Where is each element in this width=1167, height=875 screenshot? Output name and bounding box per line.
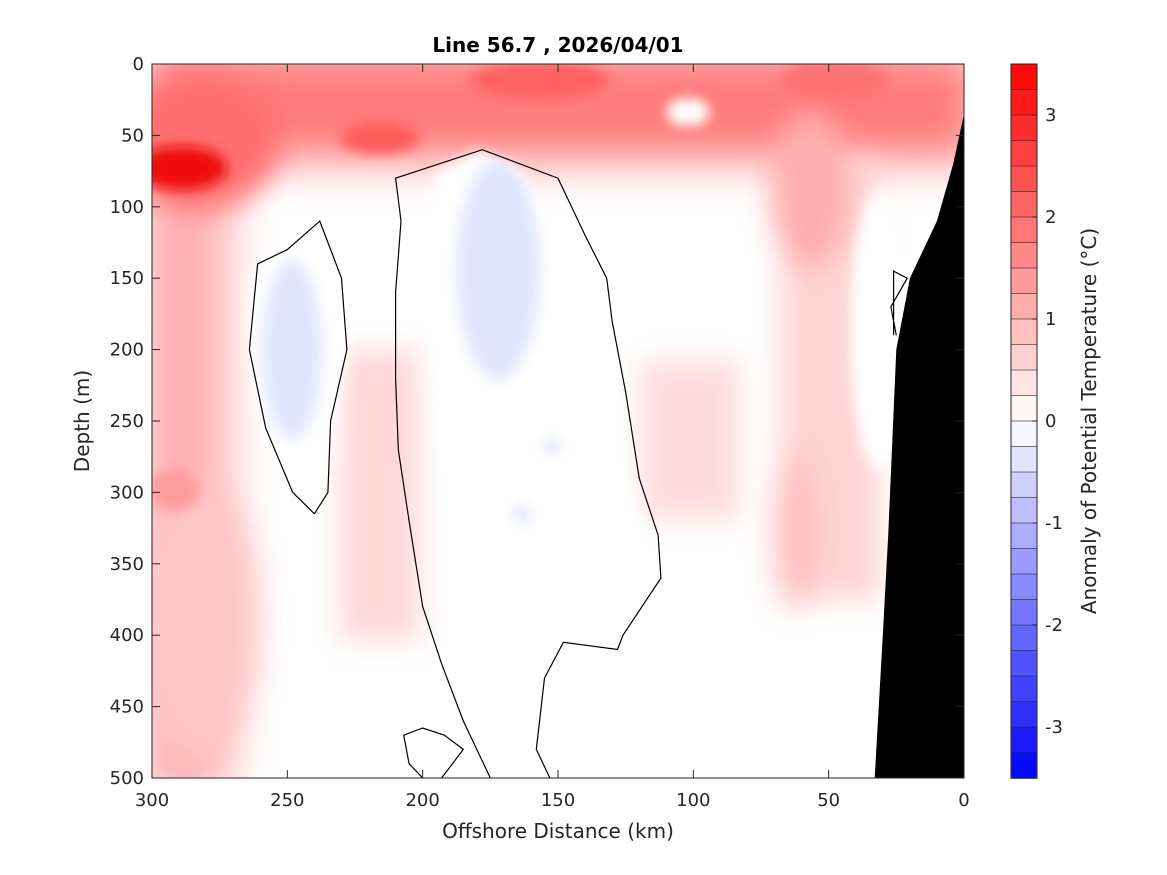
warm-tongue-lower — [773, 450, 817, 610]
colorbar-label: Anomaly of Potential Temperature (°C) — [1077, 228, 1101, 614]
plot-area: 300 250 200 150 100 50 0 050100150200250300350… — [110, 54, 970, 811]
colorbar-level — [1010, 395, 1038, 422]
zero-contour-contour-west — [248, 220, 348, 515]
colorbar-tick-label: -1 — [1045, 513, 1063, 534]
y-axis: 0 50 100 150 200 250 300 350 400 450 500 — [110, 54, 964, 789]
cold-patch-central — [456, 160, 540, 380]
anomaly-field — [152, 64, 964, 778]
colorbar-level — [1010, 242, 1038, 269]
x-axis-label: Offshore Distance (km) — [442, 819, 674, 843]
warm-subsurface-east — [640, 360, 740, 520]
colorbar-level — [1010, 114, 1038, 142]
y-tick-label: 300 — [110, 482, 144, 503]
seafloor — [874, 114, 964, 778]
y-tick-label: 200 — [110, 340, 144, 361]
colorbar-level — [1010, 522, 1038, 550]
warm-bottom-band — [152, 480, 260, 760]
y-axis-label: Depth (m) — [70, 370, 94, 472]
warm-core-halo — [152, 70, 280, 210]
zero-contours — [248, 149, 909, 778]
x-tick-label: 0 — [958, 790, 969, 811]
colorbar-level — [1010, 624, 1038, 652]
zero-contour-contour-central — [394, 149, 662, 778]
colorbar-level — [1010, 675, 1038, 703]
colorbar-level — [1010, 599, 1038, 626]
colorbar-level — [1010, 573, 1038, 601]
colorbar-tick-label: 3 — [1045, 105, 1056, 126]
warm-patch-300m — [152, 468, 201, 512]
x-tick-label: 300 — [135, 790, 169, 811]
cold-patch-west — [262, 260, 322, 440]
x-axis: 300 250 200 150 100 50 0 — [135, 64, 970, 811]
warm-core — [152, 146, 227, 190]
colorbar-level — [1010, 726, 1038, 754]
x-tick-label: 100 — [676, 790, 710, 811]
colorbar-tick-label: -3 — [1045, 717, 1063, 738]
y-tick-label: 50 — [121, 125, 144, 146]
chart-title: Line 56.7 , 2026/04/01 — [432, 33, 683, 57]
colorbar-level — [1010, 191, 1038, 218]
colorbar-level — [1010, 497, 1038, 524]
colorbar-level — [1010, 548, 1038, 575]
warm-subsurface-mid — [340, 350, 420, 640]
colorbar-level — [1010, 369, 1038, 397]
warm-patch-200km — [340, 122, 420, 154]
colorbar-level — [1010, 140, 1038, 167]
colorbar-level — [1010, 650, 1038, 677]
colorbar-level — [1010, 165, 1038, 193]
colorbar-level — [1010, 420, 1038, 448]
y-tick-label: 150 — [110, 268, 144, 289]
zero-contour-contour-coast — [890, 270, 909, 336]
y-tick-label: 400 — [110, 625, 144, 646]
colorbar-tick-label: -2 — [1045, 615, 1063, 636]
y-tick-label: 500 — [110, 768, 144, 789]
colorbar-level — [1010, 216, 1038, 244]
warm-patch-50km — [780, 64, 890, 100]
zero-contour-contour-small — [403, 727, 465, 778]
x-tick-label: 50 — [817, 790, 840, 811]
colorbar-tick-label: 1 — [1045, 309, 1056, 330]
warm-patch-surface — [470, 64, 610, 98]
y-tick-label: 0 — [133, 54, 144, 75]
colorbar-level — [1010, 471, 1038, 499]
colorbar-level — [1010, 267, 1038, 295]
colorbar-level — [1010, 752, 1038, 779]
cold-patch-tiny — [514, 505, 530, 523]
x-tick-label: 200 — [405, 790, 439, 811]
y-tick-label: 450 — [110, 697, 144, 718]
colorbar-level — [1010, 63, 1038, 91]
colorbar: 3 2 1 0 -1 -2 -3 — [1010, 63, 1063, 779]
colorbar-tick-label: 2 — [1045, 207, 1056, 228]
neutral-region-top — [666, 98, 710, 126]
bathymetry — [874, 114, 964, 778]
warm-tongue-upper — [770, 110, 850, 270]
y-tick-label: 350 — [110, 554, 144, 575]
x-tick-label: 250 — [270, 790, 304, 811]
colorbar-level — [1010, 318, 1038, 346]
y-tick-label: 100 — [110, 197, 144, 218]
colorbar-tick-label: 0 — [1045, 411, 1056, 432]
colorbar-level — [1010, 701, 1038, 728]
x-tick-label: 150 — [541, 790, 575, 811]
colorbar-level — [1010, 293, 1038, 320]
cold-patch-small — [542, 439, 562, 453]
colorbar-level — [1010, 344, 1038, 371]
colorbar-level — [1010, 446, 1038, 473]
y-tick-label: 250 — [110, 411, 144, 432]
colorbar-level — [1010, 89, 1038, 116]
